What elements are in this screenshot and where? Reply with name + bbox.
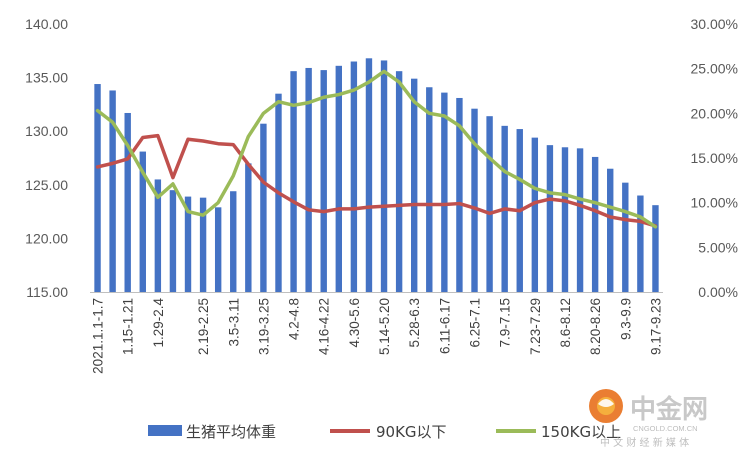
x-tick-10: 5.28-6.3 <box>407 298 422 348</box>
bar-13 <box>290 71 297 292</box>
watermark: 中金网 CNGOLD.COM.CN 中 文 财 经 新 媒 体 <box>589 389 708 449</box>
legend-label-1: 90KG以下 <box>376 423 447 441</box>
watermark-logo-icon <box>589 389 623 423</box>
bar-37 <box>652 205 659 292</box>
bar-5 <box>169 190 177 292</box>
x-tick-4: 3.5-3.11 <box>226 298 241 347</box>
y-right-tick-0: 0.00% <box>698 284 738 300</box>
bar-8 <box>214 207 222 292</box>
x-tick-0: 2021.1.1-1.7 <box>91 298 106 374</box>
bar-17 <box>350 61 358 292</box>
y-left-tick-4: 135.00 <box>25 70 68 86</box>
legend: 生猪平均体重 90KG以下 150KG以上 <box>148 423 621 441</box>
y-right-tick-4: 20.00% <box>691 105 738 121</box>
bar-9 <box>230 191 237 292</box>
bar-11 <box>260 123 267 292</box>
bar-20 <box>395 71 403 292</box>
line-series-1 <box>95 133 658 228</box>
bar-34 <box>607 168 614 292</box>
bar-4 <box>154 179 162 292</box>
x-tick-14: 7.23-7.29 <box>528 298 543 355</box>
x-tick-9: 5.14-5.20 <box>377 298 392 355</box>
bar-33 <box>591 156 599 292</box>
line-series-layer <box>95 69 658 229</box>
x-tick-8: 4.30-5.6 <box>347 298 362 348</box>
x-tick-5: 3.19-3.25 <box>256 298 271 355</box>
right-axis: 0.00% 5.00% 10.00% 15.00% 20.00% 25.00% 30.00% <box>691 16 738 300</box>
left-axis: 115.00 120.00 125.00 130.00 135.00 140.00 <box>25 16 68 300</box>
y-left-tick-1: 120.00 <box>25 230 68 246</box>
bar-16 <box>335 65 342 292</box>
bar-24 <box>456 97 463 292</box>
x-tick-7: 4.16-4.22 <box>317 298 332 355</box>
watermark-url: CNGOLD.COM.CN <box>633 424 698 433</box>
y-right-tick-2: 10.00% <box>691 195 738 211</box>
y-right-tick-6: 30.00% <box>691 16 738 32</box>
bar-36 <box>637 195 644 292</box>
y-right-tick-3: 15.00% <box>691 150 738 166</box>
watermark-brand: 中金网 <box>630 394 708 425</box>
legend-label-0: 生猪平均体重 <box>186 423 276 441</box>
bar-19 <box>380 60 388 293</box>
bar-25 <box>471 108 478 292</box>
bar-21 <box>411 78 418 292</box>
x-tick-18: 9.17-9.23 <box>648 298 663 355</box>
bar-3 <box>139 151 146 292</box>
bar-15 <box>320 70 327 292</box>
x-tick-15: 8.6-8.12 <box>558 298 573 348</box>
bar-14 <box>305 67 312 292</box>
x-tick-11: 6.11-6.17 <box>437 298 452 354</box>
bar-29 <box>531 137 539 292</box>
bar-7 <box>199 197 207 292</box>
bar-18 <box>365 58 373 292</box>
bar-30 <box>546 145 554 292</box>
bar-10 <box>245 163 252 292</box>
x-tick-13: 7.9-7.15 <box>498 298 513 348</box>
bar-6 <box>184 196 192 292</box>
y-right-tick-5: 25.00% <box>691 61 738 77</box>
bar-26 <box>486 116 493 292</box>
bar-35 <box>622 182 629 292</box>
legend-swatch-0 <box>148 425 182 436</box>
bar-series-layer <box>94 58 659 293</box>
legend-label-2: 150KG以上 <box>541 423 621 441</box>
bar-0 <box>94 84 101 292</box>
x-tick-3: 2.19-2.25 <box>196 298 211 355</box>
bar-32 <box>576 148 584 292</box>
y-right-tick-1: 5.00% <box>698 239 738 255</box>
watermark-tagline: 中 文 财 经 新 媒 体 <box>600 436 689 449</box>
x-tick-6: 4.2-4.8 <box>287 298 302 340</box>
bar-23 <box>441 92 448 292</box>
x-tick-12: 6.25-7.1 <box>468 298 483 348</box>
x-tick-2: 1.29-2.4 <box>151 298 166 348</box>
x-axis: 2021.1.1-1.7 1.15-1.21 1.29-2.4 2.19-2.25 3.… <box>90 292 663 374</box>
y-left-tick-3: 130.00 <box>25 123 68 139</box>
bar-31 <box>561 147 569 292</box>
bar-1 <box>109 90 116 293</box>
y-left-tick-5: 140.00 <box>25 16 68 32</box>
y-left-tick-2: 125.00 <box>25 177 68 193</box>
x-tick-16: 8.20-8.26 <box>588 298 603 355</box>
line-series-2 <box>95 69 658 229</box>
x-tick-17: 9.3-9.9 <box>618 298 633 340</box>
y-left-tick-0: 115.00 <box>26 284 68 300</box>
bar-22 <box>426 87 433 292</box>
x-tick-1: 1.15-1.21 <box>121 298 136 355</box>
bar-2 <box>124 112 131 292</box>
